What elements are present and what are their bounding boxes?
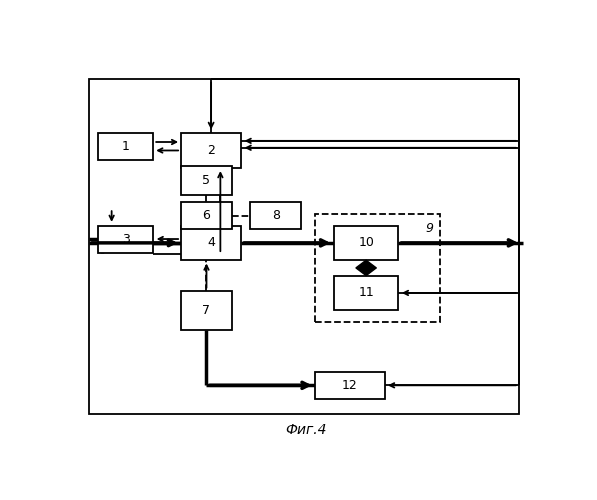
Bar bbox=[251, 202, 301, 230]
Text: 11: 11 bbox=[358, 286, 374, 300]
Bar bbox=[334, 226, 399, 260]
Bar bbox=[181, 202, 232, 230]
Text: 1: 1 bbox=[122, 140, 130, 153]
Polygon shape bbox=[356, 268, 376, 276]
Text: 3: 3 bbox=[122, 232, 130, 245]
Bar bbox=[88, 79, 519, 414]
Text: 4: 4 bbox=[207, 236, 215, 250]
Bar bbox=[181, 291, 232, 330]
Bar bbox=[181, 226, 241, 260]
Text: Фиг.4: Фиг.4 bbox=[285, 424, 327, 438]
Bar bbox=[315, 214, 440, 322]
Bar bbox=[315, 372, 384, 399]
Text: 12: 12 bbox=[342, 379, 358, 392]
Bar bbox=[98, 133, 153, 160]
Text: 8: 8 bbox=[272, 210, 280, 222]
Bar bbox=[334, 276, 399, 310]
Text: 2: 2 bbox=[207, 144, 215, 157]
Bar bbox=[181, 166, 232, 194]
Bar bbox=[181, 133, 241, 168]
Text: 9: 9 bbox=[425, 222, 433, 234]
Bar bbox=[98, 226, 153, 252]
Text: 6: 6 bbox=[202, 210, 210, 222]
Text: 5: 5 bbox=[202, 174, 211, 187]
Polygon shape bbox=[356, 260, 376, 268]
Text: 10: 10 bbox=[358, 236, 374, 250]
Text: 7: 7 bbox=[202, 304, 211, 317]
